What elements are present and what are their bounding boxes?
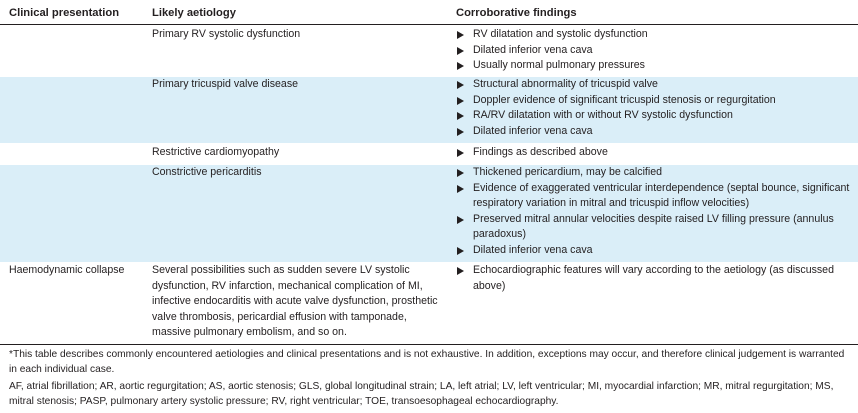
finding-item: Dilated inferior vena cava <box>456 243 856 259</box>
finding-text: Structural abnormality of tricuspid valv… <box>473 78 658 90</box>
triangle-bullet-icon <box>457 46 464 55</box>
finding-text: Dilated inferior vena cava <box>473 124 593 137</box>
findings-list: RV dilatation and systolic dysfunction D… <box>456 27 856 74</box>
abbreviations-note: AF, atrial fibrillation; AR, aortic regu… <box>9 381 834 407</box>
triangle-bullet-icon <box>457 184 464 193</box>
table-row: Primary tricuspid valve disease Structur… <box>0 77 858 143</box>
finding-item: Preserved mitral annular velocities desp… <box>456 212 856 243</box>
findings-cell: Echocardiographic features will vary acc… <box>456 263 856 294</box>
triangle-bullet-icon <box>457 96 464 105</box>
finding-item: RA/RV dilatation with or without RV syst… <box>456 108 856 124</box>
finding-text: Thickened pericardium, may be calcified <box>473 166 663 178</box>
table-divider <box>0 344 858 345</box>
header-clinical-presentation: Clinical presentation <box>9 7 120 19</box>
triangle-bullet-icon <box>457 31 464 39</box>
triangle-bullet-icon <box>457 169 464 177</box>
finding-text: Doppler evidence of significant tricuspi… <box>473 93 776 106</box>
triangle-bullet-icon <box>457 246 464 255</box>
finding-text: Dilated inferior vena cava <box>473 243 593 256</box>
finding-text: RV dilatation and systolic dysfunction <box>473 28 648 40</box>
finding-item: Findings as described above <box>456 145 856 161</box>
findings-cell: RV dilatation and systolic dysfunction D… <box>456 27 856 74</box>
header-corroborative-findings: Corroborative findings <box>456 7 577 19</box>
finding-text: RA/RV dilatation with or without RV syst… <box>473 109 733 122</box>
finding-item: Structural abnormality of tricuspid valv… <box>456 77 856 93</box>
finding-item: Dilated inferior vena cava <box>456 124 856 140</box>
findings-list: Thickened pericardium, may be calcified … <box>456 165 856 259</box>
finding-text: Dilated inferior vena cava <box>473 43 593 56</box>
table-row: Haemodynamic collapse Several possibilit… <box>0 263 858 342</box>
triangle-bullet-icon <box>457 112 464 121</box>
finding-text: Usually normal pulmonary pressures <box>473 59 645 72</box>
table-footnote: *This table describes commonly encounter… <box>9 349 845 375</box>
finding-item: Echocardiographic features will vary acc… <box>456 263 856 294</box>
finding-item: Doppler evidence of significant tricuspi… <box>456 93 856 109</box>
triangle-bullet-icon <box>457 215 464 224</box>
findings-cell: Thickened pericardium, may be calcified … <box>456 165 856 259</box>
finding-text: Echocardiographic features will vary acc… <box>473 264 834 292</box>
findings-cell: Findings as described above <box>456 145 856 161</box>
triangle-bullet-icon <box>457 127 464 136</box>
aetiology-cell: Several possibilities such as sudden sev… <box>152 264 438 339</box>
header-likely-aetiology: Likely aetiology <box>152 7 236 19</box>
finding-text: Evidence of exaggerated ventricular inte… <box>473 181 850 210</box>
finding-item: Thickened pericardium, may be calcified <box>456 165 856 181</box>
aetiology-cell: Constrictive pericarditis <box>152 166 262 178</box>
table-row: Primary RV systolic dysfunction RV dilat… <box>0 27 858 75</box>
table-row: Restrictive cardiomyopathy Findings as d… <box>0 145 858 164</box>
aetiology-cell: Primary RV systolic dysfunction <box>152 28 301 40</box>
presentation-cell: Haemodynamic collapse <box>9 264 125 276</box>
triangle-bullet-icon <box>457 267 464 275</box>
findings-cell: Structural abnormality of tricuspid valv… <box>456 77 856 139</box>
table-header: Clinical presentation Likely aetiology C… <box>0 0 858 25</box>
finding-item: RV dilatation and systolic dysfunction <box>456 27 856 43</box>
triangle-bullet-icon <box>457 149 464 157</box>
findings-list: Echocardiographic features will vary acc… <box>456 263 856 294</box>
findings-list: Structural abnormality of tricuspid valv… <box>456 77 856 139</box>
finding-text: Findings as described above <box>473 146 608 158</box>
aetiology-cell: Primary tricuspid valve disease <box>152 78 299 90</box>
triangle-bullet-icon <box>457 81 464 89</box>
finding-text: Preserved mitral annular velocities desp… <box>473 212 834 241</box>
findings-list: Findings as described above <box>456 145 856 161</box>
aetiology-cell: Restrictive cardiomyopathy <box>152 146 280 158</box>
finding-item: Evidence of exaggerated ventricular inte… <box>456 181 856 212</box>
finding-item: Usually normal pulmonary pressures <box>456 58 856 74</box>
table-row: Constrictive pericarditis Thickened peri… <box>0 165 858 262</box>
triangle-bullet-icon <box>457 62 464 71</box>
finding-item: Dilated inferior vena cava <box>456 43 856 59</box>
